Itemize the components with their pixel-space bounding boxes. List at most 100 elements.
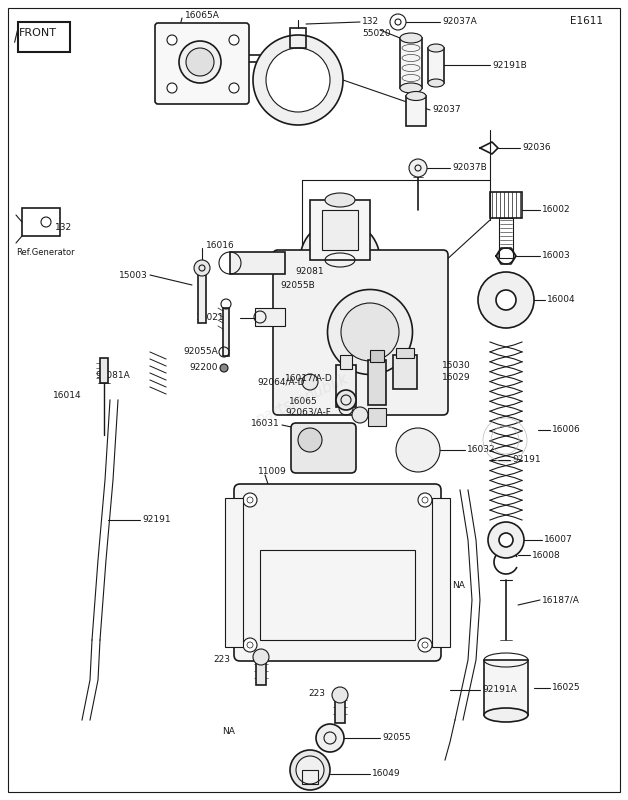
FancyBboxPatch shape [234,484,441,661]
Bar [490,192,522,218]
Bar [290,28,306,48]
Text: 223: 223 [213,655,230,665]
Bar [255,308,285,326]
Text: 92200: 92200 [190,363,218,373]
Text: 92081: 92081 [295,267,323,277]
Ellipse shape [341,303,399,361]
Text: 92064/A-D: 92064/A-D [257,378,305,386]
Text: 132: 132 [55,222,72,231]
FancyBboxPatch shape [291,423,356,473]
Circle shape [418,638,432,652]
Text: 16017/A-D: 16017/A-D [285,374,333,382]
Bar [340,355,352,369]
Bar [310,200,370,260]
Text: 55020: 55020 [362,30,391,38]
Circle shape [194,260,210,276]
Text: 92055A: 92055A [183,347,218,357]
Text: 92063/A-F: 92063/A-F [285,407,331,417]
Text: partsrepublik: partsrepublik [252,372,350,428]
Bar [22,208,60,236]
Text: 16029: 16029 [442,374,470,382]
Text: 16007: 16007 [544,535,573,545]
Ellipse shape [300,220,380,300]
Circle shape [478,272,534,328]
Bar [18,22,70,52]
Bar [484,660,528,715]
Bar [428,48,444,83]
Text: 92191: 92191 [512,455,541,465]
Text: 16065A: 16065A [185,11,220,21]
FancyBboxPatch shape [273,250,448,415]
Circle shape [167,83,177,93]
Text: 92055B: 92055B [280,281,315,290]
Text: 16049: 16049 [372,770,401,778]
Text: 92037A: 92037A [442,18,477,26]
Bar [370,350,384,362]
Circle shape [396,428,440,472]
Text: NA: NA [452,581,465,590]
Ellipse shape [428,44,444,52]
Text: E1611: E1611 [570,16,603,26]
Bar [393,355,417,389]
Bar [260,550,415,640]
Text: NA: NA [222,727,235,737]
Circle shape [243,493,257,507]
Bar [336,365,356,407]
Circle shape [266,48,330,112]
Ellipse shape [428,79,444,87]
Text: 16031: 16031 [251,419,280,429]
Text: 16002: 16002 [542,206,571,214]
Text: 16016: 16016 [206,242,235,250]
Text: 16003: 16003 [542,251,571,261]
Text: 92037B: 92037B [452,163,487,173]
Text: 15003: 15003 [119,270,148,279]
Bar [432,498,450,647]
Bar [406,96,426,126]
Text: 92191B: 92191B [492,61,527,70]
Ellipse shape [400,33,422,43]
Bar [368,360,386,405]
Circle shape [229,83,239,93]
Text: 11009: 11009 [258,467,287,477]
Text: Ref.Generator: Ref.Generator [16,248,75,257]
Text: 16006: 16006 [552,426,581,434]
Ellipse shape [400,83,422,93]
Circle shape [296,756,324,784]
Text: 15030: 15030 [442,361,471,370]
Bar [368,408,386,426]
Circle shape [290,750,330,790]
Circle shape [253,35,343,125]
Bar [499,218,513,258]
Circle shape [496,290,516,310]
Bar [400,38,422,88]
Text: 92081A: 92081A [95,370,130,379]
Text: FRONT: FRONT [19,28,57,38]
Circle shape [336,390,356,410]
Text: 16065: 16065 [290,398,318,406]
Circle shape [418,493,432,507]
Bar [230,252,285,274]
Circle shape [316,724,344,752]
Text: 92191A: 92191A [482,686,517,694]
Circle shape [332,687,348,703]
Bar [396,348,414,358]
Bar [223,308,229,356]
FancyBboxPatch shape [155,23,249,104]
Circle shape [229,35,239,45]
Text: 16025: 16025 [552,683,581,693]
Bar [198,268,206,323]
Bar [225,498,243,647]
Circle shape [401,373,415,387]
Ellipse shape [484,708,528,722]
Ellipse shape [327,290,413,374]
Ellipse shape [406,91,426,101]
Circle shape [298,428,322,452]
Bar [100,358,108,383]
Text: 16032: 16032 [467,446,495,454]
Bar [256,657,266,685]
Bar [302,770,318,784]
Ellipse shape [325,193,355,207]
Circle shape [488,522,524,558]
Bar [335,695,345,723]
Text: 92191: 92191 [142,515,171,525]
